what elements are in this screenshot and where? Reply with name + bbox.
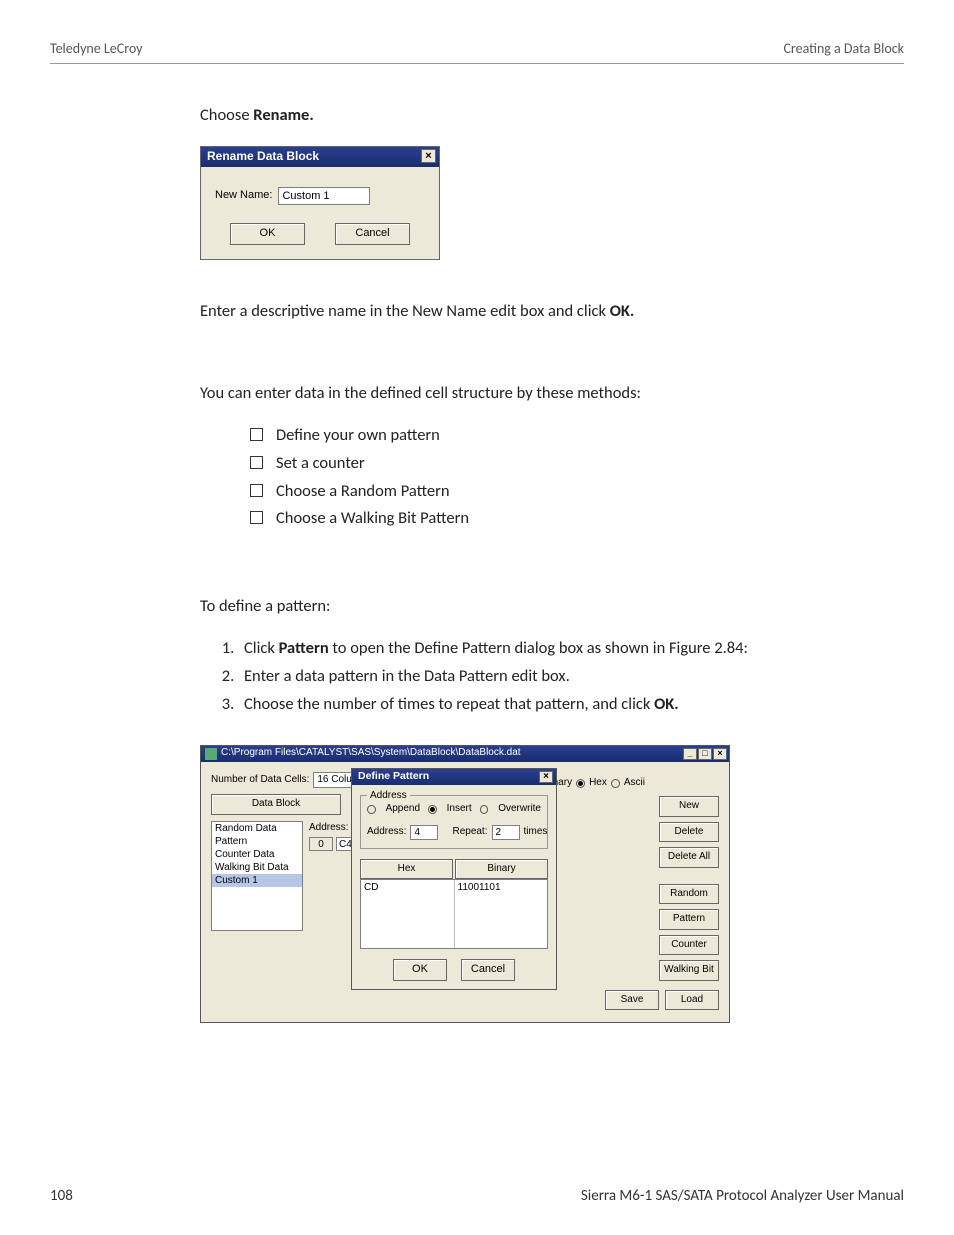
window-title: C:\Program Files\CATALYST\SAS\System\Dat…	[221, 746, 521, 761]
address-label: Address:	[309, 821, 348, 836]
minimize-icon[interactable]: _	[683, 748, 697, 760]
tab-hex[interactable]: Hex	[360, 859, 453, 880]
enter-desc-line: Enter a descriptive name in the New Name…	[200, 300, 874, 324]
enter-desc-prefix: Enter a descriptive name in the New Name…	[200, 301, 610, 321]
radio-overwrite-label: Overwrite	[498, 802, 541, 817]
rename-dialog-title: Rename Data Block	[207, 148, 319, 165]
choose-bold: Rename.	[253, 105, 314, 125]
step3-bold: OK.	[654, 694, 679, 714]
close-icon[interactable]: ×	[539, 771, 553, 783]
steps-list: Click Pattern to open the Define Pattern…	[200, 637, 874, 717]
define-pattern-title: Define Pattern	[358, 769, 429, 784]
delete-all-button[interactable]: Delete All	[659, 847, 719, 868]
maximize-icon[interactable]: □	[698, 748, 712, 760]
cancel-button[interactable]: Cancel	[335, 223, 410, 245]
radio-append[interactable]	[367, 805, 376, 814]
load-button[interactable]: Load	[665, 990, 719, 1011]
data-block-button[interactable]: Data Block	[211, 794, 341, 815]
radio-hex-label: Hex	[589, 776, 607, 791]
header-right: Creating a Data Block	[783, 40, 904, 57]
tab-binary[interactable]: Binary	[455, 859, 548, 880]
list-item: Choose the number of times to repeat tha…	[238, 693, 874, 717]
define-intro: To define a pattern:	[200, 595, 874, 619]
choose-rename-line: Choose Rename.	[200, 104, 874, 128]
list-item: Set a counter	[250, 452, 874, 476]
counter-button[interactable]: Counter	[659, 935, 719, 956]
action-buttons-col: New Delete Delete All Random Pattern Cou…	[659, 796, 719, 983]
radio-insert-label: Insert	[447, 802, 472, 817]
address-group-label: Address	[367, 789, 410, 804]
list-item[interactable]: Pattern	[212, 835, 302, 848]
list-item: Click Pattern to open the Define Pattern…	[238, 637, 874, 661]
step1-bold: Pattern	[279, 638, 329, 658]
radio-ascii[interactable]	[611, 779, 620, 788]
radio-insert[interactable]	[428, 805, 437, 814]
step1-prefix: Click	[244, 638, 279, 658]
times-label: times	[524, 825, 548, 840]
step1-suffix: to open the Define Pattern dialog box as…	[329, 638, 748, 658]
close-icon[interactable]: ×	[421, 149, 436, 163]
methods-intro: You can enter data in the defined cell s…	[200, 382, 874, 406]
list-item: Enter a data pattern in the Data Pattern…	[238, 665, 874, 689]
radio-ascii-label: Ascii	[624, 776, 645, 791]
new-name-input[interactable]	[278, 187, 370, 205]
pattern-button[interactable]: Pattern	[659, 909, 719, 930]
num-cells-label: Number of Data Cells:	[211, 773, 309, 788]
radio-hex[interactable]	[576, 779, 585, 788]
repeat-input[interactable]	[492, 825, 520, 840]
list-item: Choose a Walking Bit Pattern	[250, 507, 874, 531]
window-titlebar: C:\Program Files\CATALYST\SAS\System\Dat…	[201, 746, 729, 762]
row-index: 0	[309, 837, 333, 851]
list-item[interactable]: Counter Data	[212, 848, 302, 861]
new-button[interactable]: New	[659, 796, 719, 817]
delete-button[interactable]: Delete	[659, 822, 719, 843]
header-left: Teledyne LeCroy	[50, 40, 143, 57]
ov-address-input[interactable]	[410, 825, 438, 840]
binary-column[interactable]: 11001101	[454, 880, 548, 948]
radio-append-label: Append	[386, 802, 420, 817]
step3-prefix: Choose the number of times to repeat tha…	[244, 694, 654, 714]
list-item[interactable]: Custom 1	[212, 874, 302, 887]
ok-button[interactable]: OK	[393, 959, 447, 981]
repeat-label: Repeat:	[452, 825, 487, 840]
list-item[interactable]: Random Data	[212, 822, 302, 835]
data-block-list[interactable]: Random Data Pattern Counter Data Walking…	[211, 821, 303, 931]
ok-button[interactable]: OK	[230, 223, 305, 245]
enter-desc-bold: OK.	[610, 301, 635, 321]
choose-prefix: Choose	[200, 105, 253, 125]
cancel-button[interactable]: Cancel	[461, 959, 515, 981]
random-button[interactable]: Random	[659, 884, 719, 905]
close-icon[interactable]: ×	[713, 748, 727, 760]
list-item: Choose a Random Pattern	[250, 480, 874, 504]
define-pattern-dialog: Define Pattern × Address Append Insert O…	[351, 768, 557, 990]
datablock-window: C:\Program Files\CATALYST\SAS\System\Dat…	[200, 745, 730, 1023]
define-pattern-titlebar: Define Pattern ×	[352, 769, 556, 785]
radio-overwrite[interactable]	[480, 805, 489, 814]
page-number: 108	[50, 1187, 73, 1205]
display-mode-radios: nary Hex Ascii	[553, 776, 645, 791]
app-icon	[205, 748, 217, 760]
save-button[interactable]: Save	[605, 990, 659, 1011]
pattern-edit-box[interactable]: CD 11001101	[360, 879, 548, 949]
list-item: Define your own pattern	[250, 424, 874, 448]
ov-address-label: Address:	[367, 825, 406, 840]
manual-title: Sierra M6-1 SAS/SATA Protocol Analyzer U…	[581, 1187, 904, 1205]
hex-column[interactable]: CD	[361, 880, 454, 948]
rename-dialog-titlebar: Rename Data Block ×	[201, 147, 439, 167]
address-group: Address Append Insert Overwrite Address:…	[360, 795, 548, 849]
new-name-label: New Name:	[215, 188, 272, 204]
methods-list: Define your own pattern Set a counter Ch…	[200, 424, 874, 532]
rename-dialog: Rename Data Block × New Name: OK Cancel	[200, 146, 440, 260]
walking-bit-button[interactable]: Walking Bit	[659, 960, 719, 981]
list-item[interactable]: Walking Bit Data	[212, 861, 302, 874]
